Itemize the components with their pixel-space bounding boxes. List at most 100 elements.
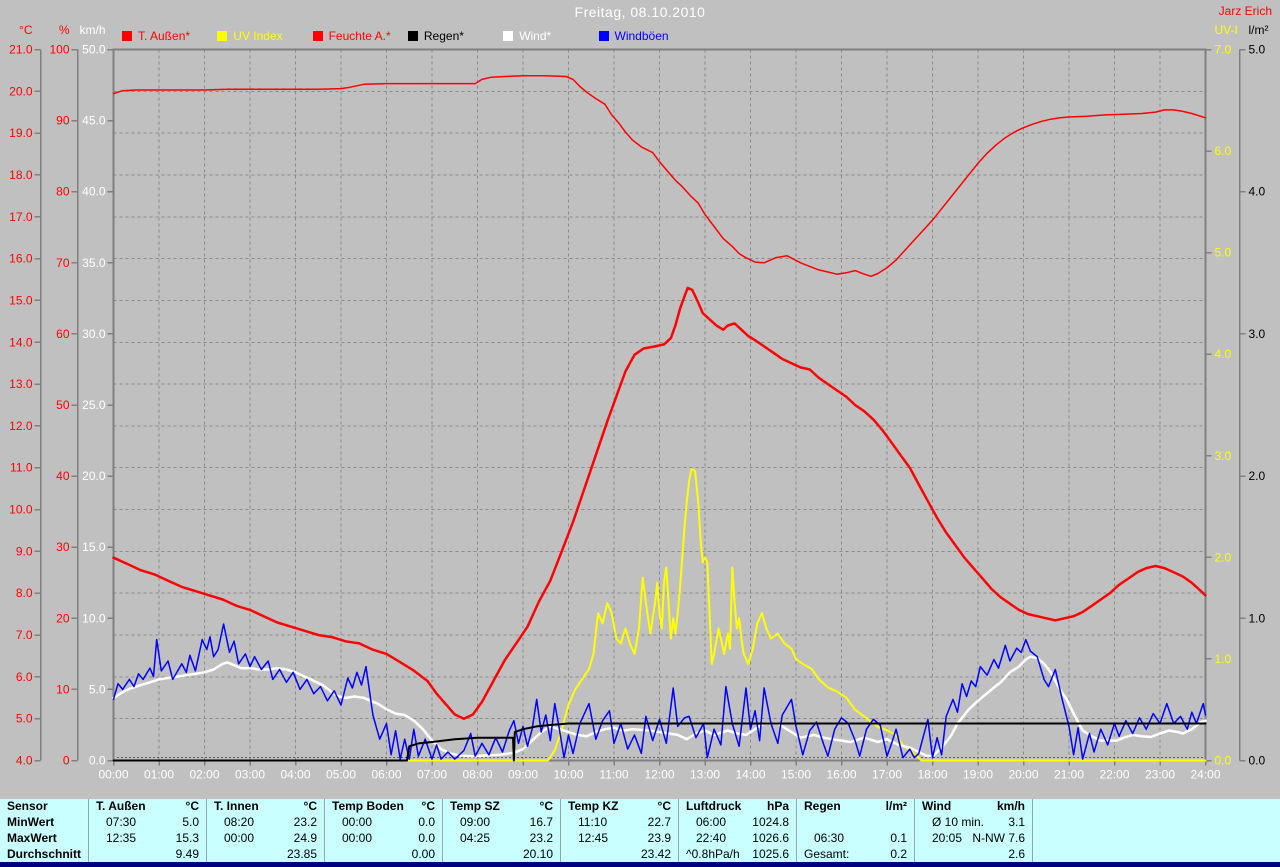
table-cell-value: 22.7 — [647, 815, 671, 830]
y-axis-tick-label: 20 — [56, 611, 70, 625]
x-axis-tick-label: 16:00 — [826, 768, 856, 782]
y-axis-tick-label: 16.0 — [9, 252, 33, 266]
x-axis-tick-label: 13:00 — [690, 768, 720, 782]
x-axis-tick-label: 20:00 — [1008, 768, 1038, 782]
table-cell-time: 08:20 — [224, 815, 255, 830]
y-axis-tick-label: 0.0 — [1249, 754, 1266, 768]
table-row-max: 12:35 15.3 — [89, 831, 206, 847]
y-axis-unit-label: km/h — [79, 23, 105, 37]
table-column-Wind: Wind km/h Ø 10 min. 3.1 20:05 N-NW 7.6 2.6 — [914, 799, 1032, 862]
x-axis-tick-label: 22:00 — [1099, 768, 1129, 782]
x-axis-tick-label: 07:00 — [417, 768, 447, 782]
table-row-avg: 0.00 — [325, 846, 442, 862]
table-cell-time: Regen — [804, 799, 841, 814]
table-cell-value: 0.1 — [890, 830, 907, 845]
y-axis-tick-label: 7.0 — [16, 628, 33, 642]
table-cell-value: °C — [185, 799, 199, 814]
x-axis-tick-label: 18:00 — [917, 768, 947, 782]
y-axis-tick-label: 0.0 — [1215, 754, 1232, 768]
table-cell-value: 23.85 — [286, 846, 317, 861]
y-axis-tick-label: 1.0 — [1249, 611, 1266, 625]
table-cell-value: °C — [657, 799, 671, 814]
table-cell-value: 3.1 — [1008, 815, 1025, 830]
y-axis-tick-label: 4.0 — [1249, 185, 1266, 199]
table-column-header: Temp SZ °C — [443, 799, 560, 815]
table-cell-value: 0.00 — [411, 846, 435, 861]
table-row-max: 00:00 0.0 — [325, 831, 442, 847]
legend-label: T. Außen* — [138, 29, 191, 43]
legend-label: Feuchte A.* — [328, 29, 391, 43]
table-cell-value: 5.0 — [182, 815, 199, 830]
table-cell-time: Luftdruck — [686, 799, 742, 814]
legend-swatch-icon — [217, 31, 228, 41]
y-axis-tick-label: 8.0 — [16, 586, 33, 600]
y-axis-tick-label: 5.0 — [1249, 43, 1266, 57]
y-axis-tick-label: 4.0 — [1215, 347, 1232, 361]
series-wind — [112, 655, 1207, 758]
table-cell-time: Temp KZ — [568, 799, 619, 814]
table-cell-value: km/h — [996, 799, 1025, 814]
table-row-avg: Gesamt: 0.2 — [797, 846, 914, 862]
table-cell-value: 9.49 — [175, 846, 199, 861]
legend-swatch-icon — [407, 31, 418, 41]
table-row-min: 07:30 5.0 — [89, 815, 206, 831]
table-cell-time: Ø 10 min. — [932, 815, 985, 830]
table-cell-value: 15.3 — [175, 830, 199, 845]
y-axis-tick-label: 40.0 — [82, 185, 106, 199]
table-cell-time: Temp Boden — [332, 799, 404, 814]
table-row-max: 12:45 23.9 — [561, 831, 678, 847]
table-row-max: 04:25 23.2 — [443, 831, 560, 847]
y-axis-tick-label: 5.0 — [16, 712, 33, 726]
x-axis-tick-label: 08:00 — [462, 768, 492, 782]
table-row-label: Durchschnitt — [0, 846, 88, 862]
table-cell-time: Temp SZ — [450, 799, 500, 814]
y-axis-tick-label: 15.0 — [9, 293, 33, 307]
table-row-avg: 2.6 — [915, 846, 1032, 862]
x-axis-tick-label: 02:00 — [189, 768, 219, 782]
table-cell-value: hPa — [766, 799, 789, 814]
x-axis-tick-label: 24:00 — [1190, 768, 1220, 782]
y-axis-tick-label: 3.0 — [1215, 449, 1232, 463]
table-cell-time: 07:30 — [106, 815, 137, 830]
y-axis-tick-label: 10 — [56, 682, 70, 696]
table-column-T. Außen: T. Außen °C 07:30 5.0 12:35 15.3 9.49 — [88, 799, 206, 862]
y-axis-tick-label: 2.0 — [1215, 550, 1232, 564]
y-axis-tick-label: 6.0 — [16, 670, 33, 684]
y-axis-tick-label: 40 — [56, 469, 70, 483]
table-cell-value: 0.0 — [418, 815, 435, 830]
legend-label: Windböen — [614, 29, 669, 43]
series-uv — [112, 468, 1207, 762]
table-cell-value: °C — [421, 799, 435, 814]
y-axis-tick-label: 50.0 — [82, 43, 106, 57]
legend-swatch-icon — [312, 31, 323, 41]
series-temp_out — [112, 286, 1207, 720]
taskbar-strip — [0, 862, 1280, 867]
page-title: Freitag, 08.10.2010 — [574, 4, 706, 20]
y-axis-tick-label: 14.0 — [9, 335, 33, 349]
y-axis-tick-label: 11.0 — [10, 461, 33, 475]
table-row-max: 00:00 24.9 — [207, 831, 324, 847]
table-column-header: Temp KZ °C — [561, 799, 678, 815]
legend-item: Feuchte A.* — [312, 29, 391, 43]
legend-swatch-icon — [503, 31, 514, 41]
legend-label: Regen* — [423, 29, 464, 43]
table-cell-time: 00:00 — [224, 830, 255, 845]
table-cell-time: 22:40 — [696, 830, 727, 845]
y-axis-unit-label: l/m² — [1249, 23, 1269, 37]
table-cell-time: Sensor — [7, 799, 48, 814]
x-axis-tick-label: 01:00 — [144, 768, 174, 782]
table-cell-value: 16.7 — [529, 815, 553, 830]
table-cell-time: 00:00 — [342, 830, 373, 845]
x-axis-tick-label: 09:00 — [508, 768, 538, 782]
y-axis-tick-label: 17.0 — [9, 210, 33, 224]
table-cell-value: °C — [303, 799, 317, 814]
legend-item: UV Index — [217, 29, 283, 43]
table-cell-value: 1025.6 — [752, 846, 789, 861]
y-axis-tick-label: 0 — [63, 754, 70, 768]
y-axis-tick-label: 4.0 — [16, 754, 33, 768]
table-column-Temp KZ: Temp KZ °C 11:10 22.7 12:45 23.9 23.42 — [560, 799, 678, 862]
y-axis-tick-label: 5.0 — [1215, 246, 1232, 260]
table-row-min: Ø 10 min. 3.1 — [915, 815, 1032, 831]
y-axis-tick-label: 0.0 — [89, 754, 106, 768]
table-cell-time: 20:05 — [932, 830, 963, 845]
